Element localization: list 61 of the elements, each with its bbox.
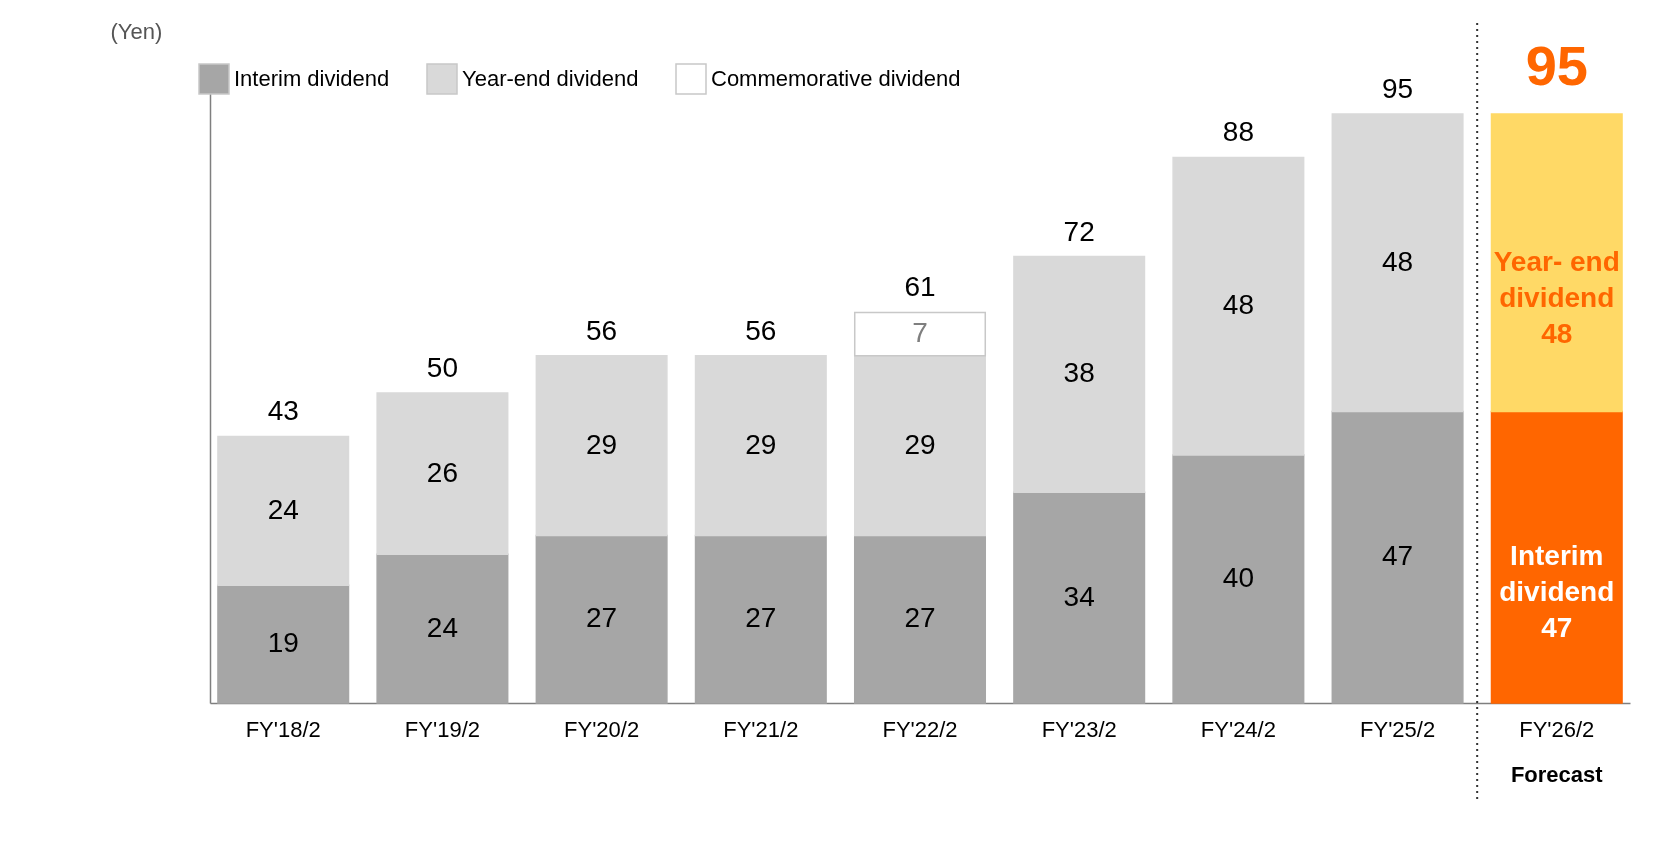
x-tick-label: FY'24/2 [1200, 716, 1276, 742]
total-label: 95 [1525, 34, 1588, 97]
bar [853, 311, 987, 357]
bar [217, 435, 350, 586]
x-tick-label: FY'19/2 [404, 716, 480, 742]
data-label: 48 [1382, 245, 1414, 277]
data-label: 40 [1222, 562, 1254, 593]
bar [217, 584, 350, 704]
bar [1013, 491, 1146, 704]
bar [1013, 255, 1146, 493]
bar [694, 534, 827, 704]
x-tick-label: FY'23/2 [1041, 716, 1117, 742]
data-label: 24 [267, 493, 299, 525]
data-label: 29 [586, 428, 618, 460]
legend-label: Year-end dividend [462, 66, 639, 91]
x-tick-label: FY'26/2 [1519, 716, 1595, 742]
y-axis-title: (Yen) [110, 18, 163, 44]
data-label: 7 [912, 317, 928, 349]
bar [535, 534, 668, 704]
bar [1172, 454, 1305, 704]
bar [1331, 113, 1464, 413]
data-label: Interim dividend 47 [1499, 540, 1615, 644]
total-label: 95 [1382, 73, 1414, 104]
x-tick-label: FY'22/2 [882, 716, 958, 742]
x-tick-label: FY'25/2 [1360, 716, 1436, 742]
total-label: 56 [586, 314, 618, 346]
bar [853, 534, 987, 704]
bar [853, 355, 987, 537]
data-label: Year- end dividend 48 [1493, 245, 1620, 349]
total-label: 88 [1222, 116, 1254, 148]
data-label: 27 [745, 602, 777, 634]
data-label: 27 [586, 602, 618, 634]
legend-label: Interim dividend [234, 66, 390, 91]
x-tick-label: FY'20/2 [564, 716, 640, 742]
total-label: 50 [426, 352, 458, 383]
bar [376, 553, 509, 704]
data-label: 34 [1063, 580, 1095, 612]
total-label: 56 [745, 314, 777, 346]
bar [1172, 156, 1305, 456]
data-label: 19 [267, 627, 299, 659]
data-label: 29 [904, 428, 936, 460]
legend-label: Commemorative dividend [711, 66, 961, 91]
bar [1490, 113, 1623, 413]
bar [376, 392, 509, 555]
data-label: 24 [426, 611, 458, 643]
x-tick-label: FY'18/2 [245, 716, 321, 742]
data-label: 27 [904, 602, 936, 634]
text: Forecast [1510, 762, 1604, 787]
data-label: 47 [1382, 540, 1414, 572]
data-label: 48 [1222, 289, 1254, 321]
bar [694, 355, 827, 537]
total-label: 61 [904, 271, 936, 303]
total-label: 43 [267, 395, 299, 427]
x-tick-label: FY'21/2 [723, 716, 799, 742]
total-label: 72 [1063, 215, 1095, 247]
data-label: 29 [745, 428, 777, 460]
bar [1331, 410, 1464, 704]
data-label: 38 [1063, 357, 1095, 389]
bar [1490, 410, 1623, 704]
data-label: 26 [426, 456, 458, 488]
bar [535, 355, 668, 537]
